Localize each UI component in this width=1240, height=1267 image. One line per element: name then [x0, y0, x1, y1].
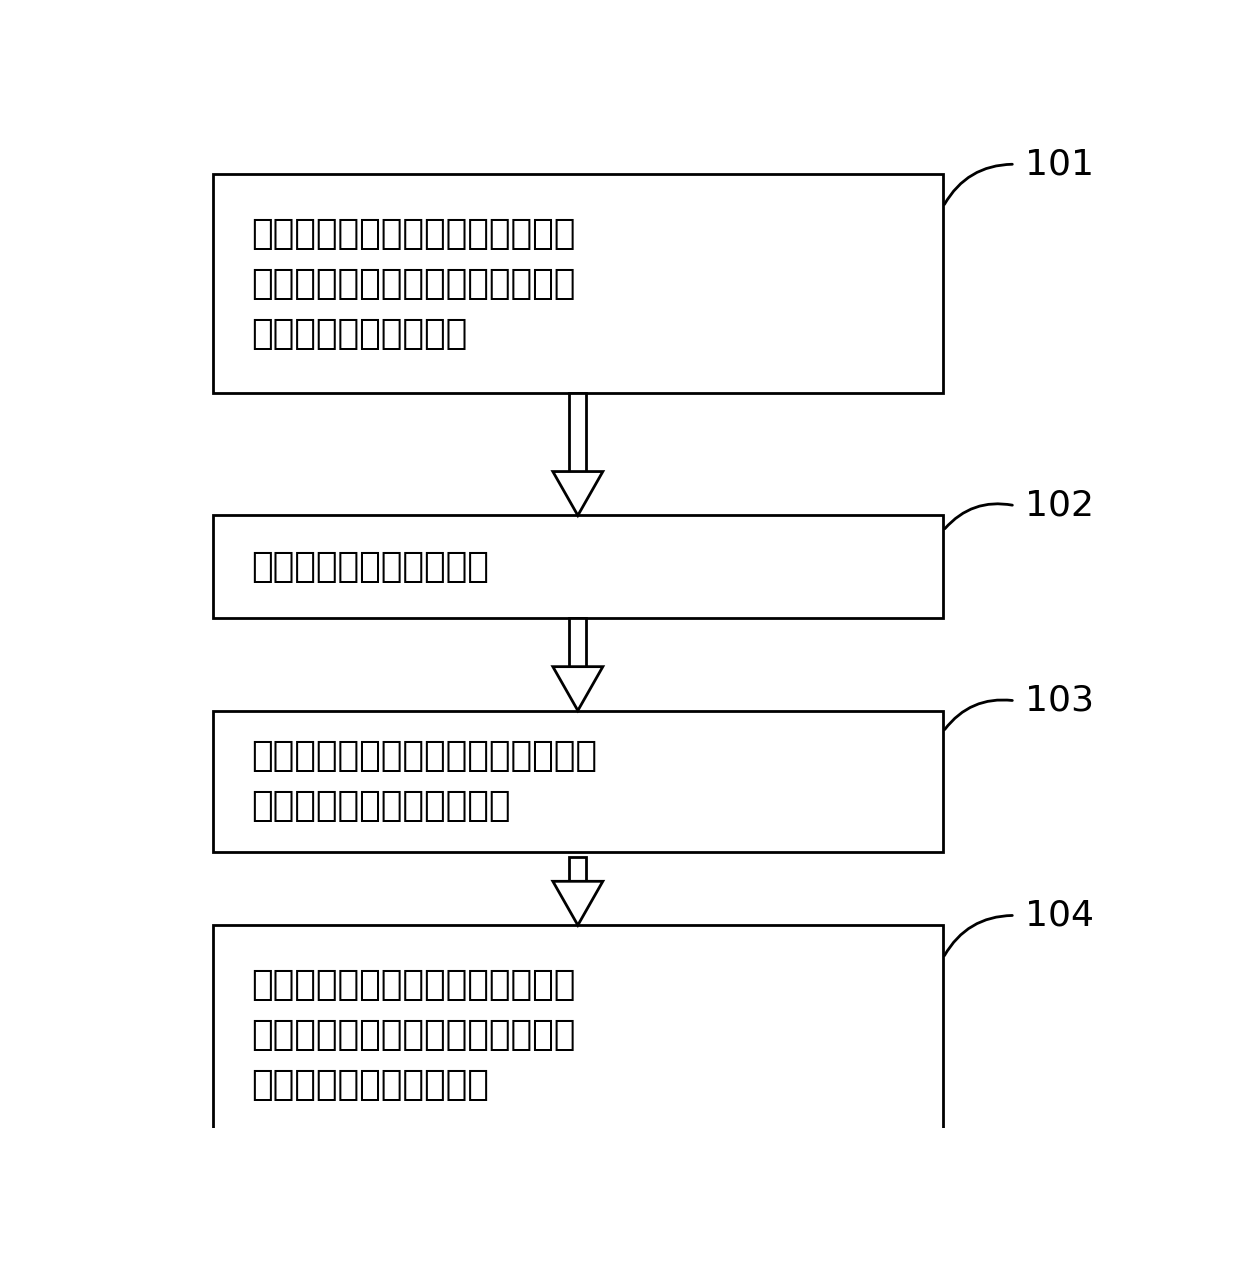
Text: 将短路组件插设于与待更换电能表
进出线端相连的插头的短路孔上，
以使待更换电能表短路: 将短路组件插设于与待更换电能表 进出线端相连的插头的短路孔上， 以使待更换电能表…	[250, 217, 575, 351]
Text: 更改新电能表上的电量计数使其与
待更换电能表的电量一致，再将短
路组件从插头上拆卸下来: 更改新电能表上的电量计数使其与 待更换电能表的电量一致，再将短 路组件从插头上拆…	[250, 968, 575, 1102]
Text: 将待更换电能表从插座上拆卸下来，
并将新电能表插装于插头上: 将待更换电能表从插座上拆卸下来， 并将新电能表插装于插头上	[250, 739, 598, 824]
Text: 记录待更换电能表的电量: 记录待更换电能表的电量	[250, 550, 489, 584]
Text: 104: 104	[1024, 898, 1094, 933]
Bar	[213, 711, 942, 851]
Bar	[213, 516, 942, 618]
Text: 103: 103	[1024, 684, 1094, 718]
Text: 101: 101	[1024, 147, 1094, 181]
Bar	[569, 856, 587, 882]
Text: 102: 102	[1024, 489, 1094, 523]
Bar	[213, 925, 942, 1144]
Bar	[213, 174, 942, 394]
Polygon shape	[553, 882, 603, 925]
Bar	[569, 394, 587, 471]
Polygon shape	[553, 471, 603, 516]
Bar	[569, 618, 587, 666]
Polygon shape	[553, 666, 603, 711]
